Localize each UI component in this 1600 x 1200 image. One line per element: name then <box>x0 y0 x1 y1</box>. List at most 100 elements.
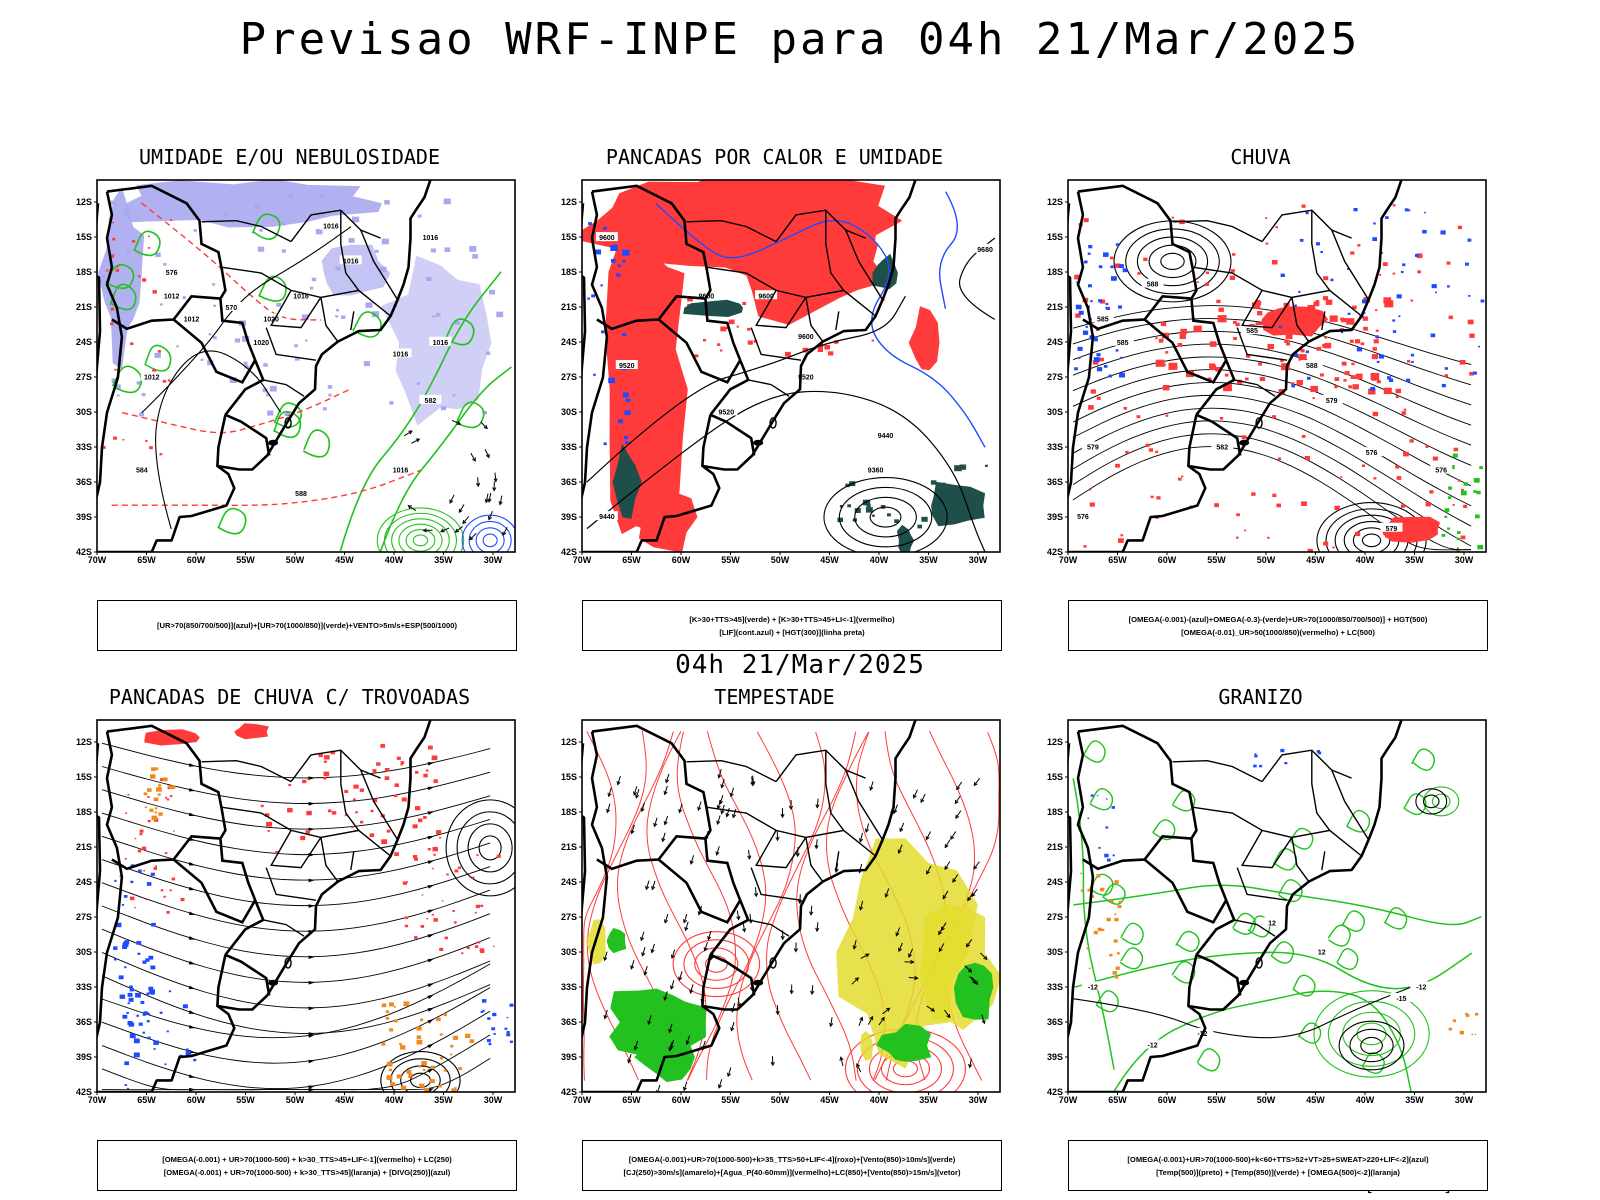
temp850-contour <box>1431 793 1451 810</box>
omega-strong-speckle <box>1475 514 1480 519</box>
rain-area <box>1223 384 1232 392</box>
rain-speckle <box>1137 272 1141 275</box>
rain-speckle <box>1277 457 1281 460</box>
rain-speckle <box>1323 541 1329 546</box>
contour-label-bg <box>419 394 442 404</box>
lake <box>268 439 279 446</box>
wind-vector <box>788 799 794 811</box>
wind-vector <box>859 900 864 911</box>
humidity-speckle <box>263 363 268 367</box>
rain-area <box>1281 363 1290 371</box>
pressure-contour <box>141 226 352 414</box>
rain-area <box>1383 387 1392 395</box>
omega-speckle <box>1467 238 1472 242</box>
thunderstorm-speckle <box>402 881 407 885</box>
omega-speckle <box>1094 336 1098 339</box>
contour-label: 9600 <box>599 235 615 242</box>
storm-orange-speckle <box>450 1053 453 1056</box>
hail-speckle <box>1111 806 1115 809</box>
rain-speckle <box>1457 225 1462 230</box>
country-border <box>582 731 609 1042</box>
humidity-low-contour <box>379 366 512 552</box>
omega500-speckle <box>1118 900 1122 904</box>
lon-tick-label: 65W <box>622 555 641 565</box>
rain-area <box>1373 339 1379 344</box>
omega-speckle <box>1387 376 1392 380</box>
field-layer: 1016 1016 1016 1016 1012 1012 1020 1020 1016 1016… <box>98 180 515 552</box>
flow-arrowhead <box>427 983 435 988</box>
temp500-contour <box>1423 794 1440 809</box>
omega-speckle <box>1078 310 1084 315</box>
flow-arrowhead <box>308 878 315 883</box>
humidity-speckle <box>213 336 217 340</box>
map-frame <box>1067 179 1487 553</box>
flow-arrowhead <box>188 936 196 940</box>
humidity-speckle <box>200 358 204 361</box>
humidity-speckle <box>181 295 186 300</box>
storm-orange-speckle <box>443 1069 447 1072</box>
rain-speckle <box>1090 389 1096 394</box>
rain-speckle <box>1241 435 1247 440</box>
rain-area <box>1284 339 1289 343</box>
country-border <box>106 184 265 416</box>
contour-label: 9440 <box>878 433 894 440</box>
temp850-contour <box>1336 948 1359 971</box>
thickness-speckle <box>115 268 120 272</box>
divergence-speckle <box>138 1022 143 1026</box>
thunderstorm-speckle <box>433 779 438 783</box>
rain-speckle <box>1459 360 1466 365</box>
wind-vector <box>973 861 980 870</box>
lat-tick-label: 30S <box>76 407 92 417</box>
rain-area <box>1348 385 1353 389</box>
rain-speckle <box>1392 204 1396 207</box>
thunderstorm-speckle <box>414 857 418 861</box>
omega500-speckle <box>1109 953 1113 957</box>
contour-label: 9680 <box>977 247 993 254</box>
contour-label-bg <box>1141 1039 1164 1049</box>
rain-speckle <box>1324 336 1327 339</box>
wind-vector <box>944 1009 951 1019</box>
omega-speckle <box>1411 361 1414 363</box>
legend-line: [UR>70(850/700/500)](azul)+[UR>70(1000/8… <box>157 621 457 630</box>
omega-speckle <box>1087 252 1091 255</box>
storm-orange-speckle <box>170 785 176 789</box>
thunderstorm-speckle <box>444 936 448 940</box>
coastline <box>1068 180 1403 552</box>
storm-orange-speckle <box>394 1019 398 1023</box>
country-border <box>1187 954 1198 1007</box>
thunderstorm-speckle <box>169 795 173 798</box>
rain-area <box>1162 385 1170 391</box>
wind-vector <box>878 1016 885 1026</box>
rain-speckle <box>1344 371 1350 376</box>
temp850-contour <box>1341 910 1365 932</box>
wind-vector <box>908 948 914 958</box>
thunderstorm-speckle <box>394 783 399 787</box>
flow-arrowhead <box>188 1074 196 1078</box>
thunderstorm-speckle <box>147 819 151 823</box>
thickness-speckle <box>145 440 148 442</box>
instability-speckle <box>917 524 922 529</box>
thunderstorm-speckle <box>275 851 279 854</box>
rain-speckle <box>1272 415 1277 419</box>
rain-speckle <box>1323 276 1329 281</box>
lon-tick-label: 50W <box>771 555 790 565</box>
lon-tick-label: 40W <box>385 1095 404 1105</box>
storm-orange-speckle <box>144 806 147 809</box>
country-border <box>582 191 609 502</box>
storm-orange-speckle <box>416 1035 422 1039</box>
wind-vector <box>809 905 814 916</box>
rain-speckle <box>1177 477 1182 481</box>
thunderstorm-speckle <box>420 925 425 928</box>
contour-label-bg <box>755 290 778 300</box>
lon-tick-label: 45W <box>1306 555 1325 565</box>
wind-vector <box>685 1035 690 1046</box>
thunderstorm-speckle <box>376 762 381 766</box>
contour-label: 570 <box>226 305 238 312</box>
lake <box>1255 957 1263 969</box>
omega500-speckle <box>1475 1012 1479 1016</box>
humidity-low-contour <box>339 271 502 552</box>
instability-speckle <box>865 507 873 513</box>
humidity-speckle <box>341 315 346 319</box>
contour-label-bg <box>130 464 153 474</box>
